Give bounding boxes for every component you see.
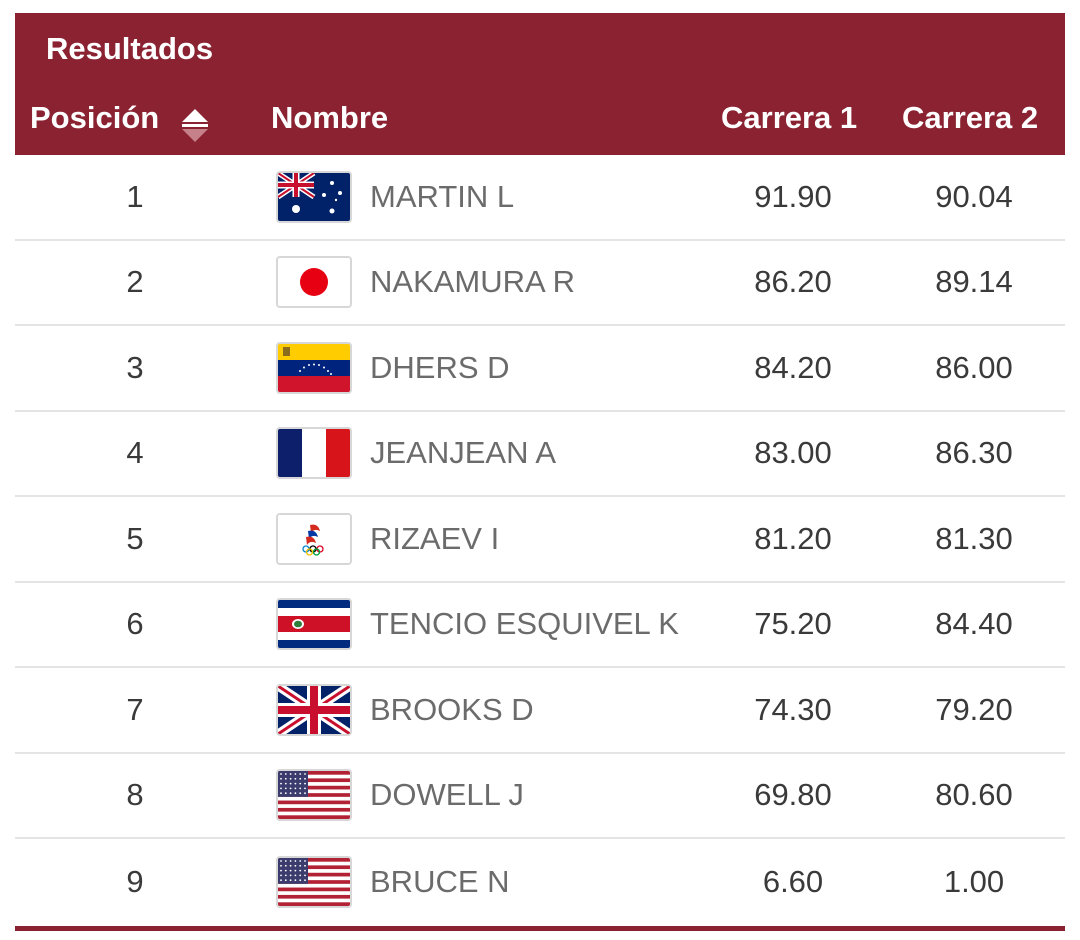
run1-score: 74.30 — [754, 691, 832, 727]
table-row: 6 TENCIO ESQUIVEL K 75.20 84.40 — [15, 583, 1065, 668]
column-header-run1[interactable]: Carrera 1 — [721, 100, 858, 135]
position-cell: 1 — [126, 178, 144, 214]
athlete-name[interactable]: DOWELL J — [370, 777, 524, 813]
athlete-name[interactable]: BROOKS D — [370, 691, 534, 727]
position-cell: 9 — [126, 863, 144, 899]
athlete-name[interactable]: TENCIO ESQUIVEL K — [370, 606, 679, 642]
great-britain-flag-icon — [276, 683, 352, 736]
table-row: 5 RIZAEV I 81.20 81.30 — [15, 497, 1065, 583]
athlete-name[interactable]: RIZAEV I — [370, 520, 500, 556]
table-row: 7 BROOKS D 74.30 79.20 — [15, 668, 1065, 754]
run1-score: 84.20 — [754, 349, 832, 385]
table-row: 3 DHERS D 84.20 86.00 — [15, 326, 1065, 412]
column-header-name[interactable]: Nombre — [271, 100, 389, 135]
position-cell: 8 — [126, 777, 144, 813]
run2-score: 86.00 — [935, 349, 1013, 385]
run1-score: 86.20 — [754, 264, 832, 300]
athlete-name[interactable]: DHERS D — [370, 349, 510, 385]
usa-flag-icon — [276, 769, 352, 822]
table-row: 9 BRUCE N 6.60 1.00 — [15, 839, 1065, 925]
run1-score: 75.20 — [754, 606, 832, 642]
venezuela-flag-icon — [276, 341, 352, 394]
run2-score: 90.04 — [935, 178, 1013, 214]
run1-score: 91.90 — [754, 178, 832, 214]
japan-flag-icon — [276, 256, 352, 309]
column-header-position[interactable]: Posición — [30, 100, 160, 135]
run1-score: 81.20 — [754, 520, 832, 556]
position-cell: 3 — [126, 349, 144, 385]
athlete-name[interactable]: BRUCE N — [370, 863, 510, 899]
table-row: 4 JEANJEAN A 83.00 86.30 — [15, 412, 1065, 497]
position-cell: 7 — [126, 691, 144, 727]
athlete-name[interactable]: MARTIN L — [370, 178, 515, 214]
position-cell: 4 — [126, 435, 144, 471]
run2-score: 86.30 — [935, 435, 1013, 471]
run1-score: 83.00 — [754, 435, 832, 471]
results-table: Resultados Posición Nombre Carrera 1 Car… — [15, 13, 1065, 925]
costa-rica-flag-icon — [276, 598, 352, 651]
run2-score: 80.60 — [935, 777, 1013, 813]
run2-score: 1.00 — [943, 863, 1005, 899]
run2-score: 84.40 — [935, 606, 1013, 642]
sort-up-down-icon[interactable] — [181, 109, 209, 143]
run2-score: 81.30 — [935, 520, 1013, 556]
athlete-name[interactable]: JEANJEAN A — [370, 435, 557, 471]
run1-score: 69.80 — [754, 777, 832, 813]
usa-flag-icon — [276, 855, 352, 908]
athlete-name[interactable]: NAKAMURA R — [370, 264, 575, 300]
france-flag-icon — [276, 427, 352, 480]
table-row: 1 MARTIN L 91.90 90.04 — [15, 155, 1065, 241]
position-cell: 6 — [126, 606, 144, 642]
australia-flag-icon — [276, 170, 352, 223]
roc-flag-icon — [276, 512, 352, 565]
column-header-run2[interactable]: Carrera 2 — [902, 100, 1039, 135]
run2-score: 89.14 — [935, 264, 1013, 300]
position-cell: 5 — [126, 520, 144, 556]
run1-score: 6.60 — [762, 863, 824, 899]
table-row: 2 NAKAMURA R 86.20 89.14 — [15, 241, 1065, 326]
table-title: Resultados — [46, 31, 214, 66]
position-cell: 2 — [126, 264, 144, 300]
table-row: 8 DOWELL J 69.80 80.60 — [15, 754, 1065, 839]
table-bottom-border — [15, 926, 1065, 931]
table-header: Resultados Posición Nombre Carrera 1 Car… — [15, 13, 1065, 155]
table-body: 1 MARTIN L 91.90 90.04 2 NAKAMURA R 86.20 89.14… — [15, 155, 1065, 925]
run2-score: 79.20 — [935, 691, 1013, 727]
